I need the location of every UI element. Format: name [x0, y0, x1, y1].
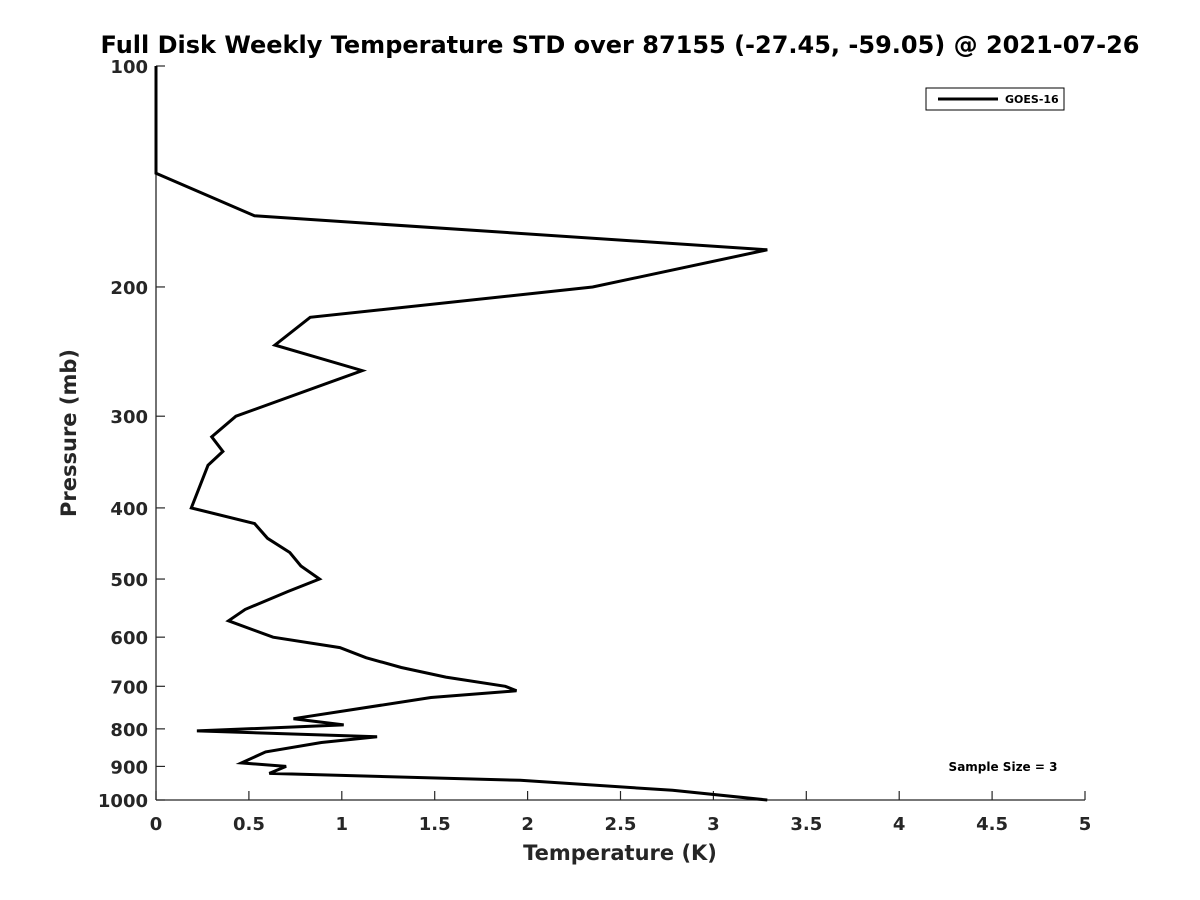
y-tick-label: 200 — [110, 278, 148, 299]
x-axis-label: Temperature (K) — [523, 841, 717, 865]
x-tick-label: 5 — [1079, 814, 1092, 835]
x-axis: 0 0.5 1 1.5 2 2.5 3 3.5 4 4.5 5 — [150, 791, 1092, 835]
y-tick-label: 1000 — [98, 791, 148, 812]
chart-title: Full Disk Weekly Temperature STD over 87… — [101, 31, 1140, 59]
y-tick-label: 600 — [110, 628, 148, 649]
x-tick-label: 4 — [893, 814, 906, 835]
y-axis: 100 200 300 400 500 600 700 800 900 1000 — [98, 57, 165, 812]
y-tick-label: 800 — [110, 720, 148, 741]
x-tick-label: 3 — [707, 814, 720, 835]
y-tick-label: 100 — [110, 57, 148, 78]
y-tick-label: 400 — [110, 499, 148, 520]
x-tick-label: 1 — [336, 814, 349, 835]
legend-label: GOES-16 — [1005, 93, 1059, 106]
y-axis-label: Pressure (mb) — [57, 349, 81, 517]
sample-size-annotation: Sample Size = 3 — [949, 760, 1058, 774]
x-tick-label: 2.5 — [605, 814, 637, 835]
y-tick-label: 900 — [110, 757, 148, 778]
x-tick-label: 2 — [521, 814, 534, 835]
series-line-goes-16 — [154, 66, 768, 802]
x-tick-label: 0 — [150, 814, 163, 835]
x-tick-label: 3.5 — [790, 814, 822, 835]
x-tick-label: 1.5 — [419, 814, 451, 835]
x-tick-label: 0.5 — [233, 814, 265, 835]
x-tick-label: 4.5 — [976, 814, 1008, 835]
legend: GOES-16 — [925, 87, 1065, 111]
y-tick-label: 700 — [110, 677, 148, 698]
series-layer — [154, 66, 768, 802]
y-tick-label: 300 — [110, 407, 148, 428]
y-tick-label: 500 — [110, 570, 148, 591]
